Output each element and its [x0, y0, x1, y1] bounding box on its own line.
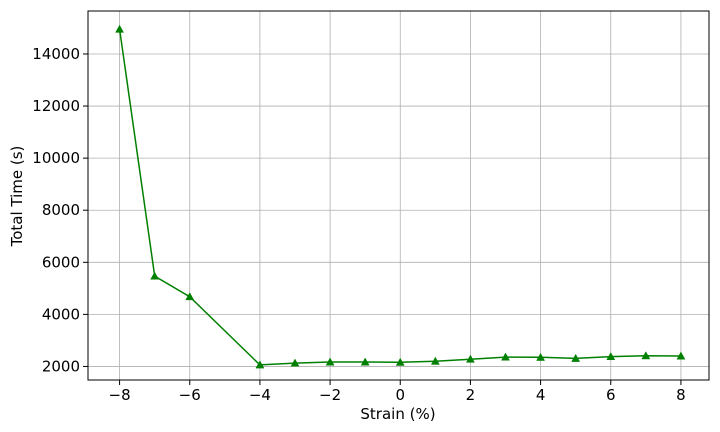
x-tick-label: 8 [676, 386, 686, 404]
y-tick-label: 14000 [32, 45, 80, 63]
data-point-marker [255, 360, 265, 369]
data-point-marker [571, 353, 581, 362]
x-tick-label: 2 [466, 386, 476, 404]
x-tick-label: −4 [249, 386, 271, 404]
x-tick-label: 4 [536, 386, 546, 404]
data-point-marker [325, 357, 335, 366]
data-point-marker [606, 352, 616, 361]
y-tick-label: 8000 [42, 201, 80, 219]
y-tick-label: 12000 [32, 97, 80, 115]
plot-frame [87, 10, 710, 381]
data-point-marker [115, 24, 125, 33]
x-tick-label: −2 [319, 386, 341, 404]
data-point-marker [360, 357, 370, 366]
y-tick-label: 10000 [32, 149, 80, 167]
data-point-marker [430, 356, 440, 365]
y-tick-label: 6000 [42, 253, 80, 271]
x-tick-label: −8 [109, 386, 131, 404]
data-point-marker [290, 358, 300, 367]
y-axis-label: Total Time (s) [8, 146, 26, 248]
y-tick-label: 2000 [42, 357, 80, 375]
x-axis-ticks: −8 −6 −4 −2 0 2 4 6 8 [109, 380, 686, 404]
y-axis-ticks: 2000 4000 6000 8000 10000 12000 14000 [32, 45, 88, 375]
data-point-marker [185, 292, 195, 301]
data-point-marker [501, 352, 510, 361]
grid-lines [88, 11, 709, 380]
x-tick-label: 0 [395, 386, 405, 404]
y-tick-label: 4000 [42, 305, 80, 323]
data-point-marker [465, 354, 475, 363]
data-point-marker [536, 352, 546, 361]
data-point-marker [641, 351, 651, 360]
series-line [118, 29, 681, 366]
data-series [115, 24, 686, 369]
x-axis-label: Strain (%) [360, 405, 435, 423]
data-point-marker [150, 271, 160, 280]
data-point-marker [395, 357, 405, 366]
x-tick-label: −6 [179, 386, 201, 404]
x-tick-label: 6 [606, 386, 616, 404]
data-point-marker [676, 351, 686, 360]
